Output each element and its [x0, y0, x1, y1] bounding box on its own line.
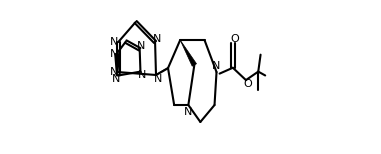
Text: N: N	[110, 49, 118, 59]
Text: N: N	[112, 74, 120, 83]
Text: N: N	[184, 107, 192, 117]
Text: N: N	[154, 74, 162, 83]
Text: N: N	[110, 37, 118, 47]
Text: N: N	[153, 34, 161, 43]
Text: O: O	[243, 79, 252, 89]
Polygon shape	[180, 40, 197, 66]
Text: N: N	[138, 71, 147, 80]
Text: N: N	[137, 41, 145, 51]
Text: N: N	[110, 67, 118, 77]
Text: O: O	[231, 34, 239, 44]
Text: N: N	[211, 61, 220, 71]
